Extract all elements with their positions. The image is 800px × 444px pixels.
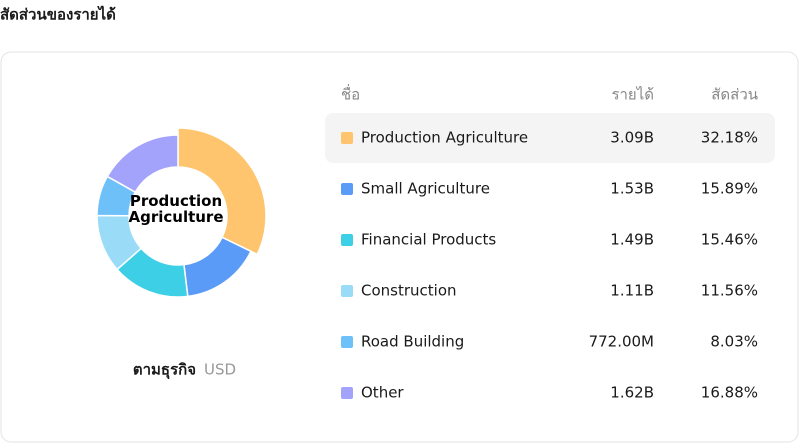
row-revenue: 1.53B [610, 180, 654, 198]
row-revenue: 772.00M [589, 333, 654, 351]
row-name[interactable]: Other [361, 384, 404, 402]
legend-swatch [341, 285, 353, 297]
unit: USD [204, 361, 236, 379]
legend-swatch [341, 132, 353, 144]
row-name[interactable]: Production Agriculture [361, 129, 528, 147]
row-name[interactable]: Road Building [361, 333, 464, 351]
row-name[interactable]: Construction [361, 282, 457, 300]
row-share: 15.46% [701, 231, 758, 249]
column-header: รายได้ [611, 86, 654, 104]
row-share: 16.88% [701, 384, 758, 402]
row-name[interactable]: Financial Products [361, 231, 496, 249]
caption: ตามธุรกิจ [133, 361, 196, 380]
donut-segment[interactable] [106, 134, 179, 194]
legend-swatch [341, 387, 353, 399]
column-header: ชื่อ [341, 84, 360, 104]
row-revenue: 1.49B [610, 231, 654, 249]
legend-swatch [341, 183, 353, 195]
row-revenue: 1.62B [610, 384, 654, 402]
row-highlight [325, 113, 775, 163]
donut-segment[interactable] [177, 127, 267, 256]
row-share: 8.03% [710, 333, 758, 351]
column-header: สัดส่วน [711, 86, 758, 104]
row-name[interactable]: Small Agriculture [361, 180, 490, 198]
page-title: สัดส่วนของรายได้ [0, 5, 116, 24]
row-share: 15.89% [701, 180, 758, 198]
row-share: 32.18% [701, 129, 758, 147]
row-revenue: 1.11B [610, 282, 654, 300]
legend-swatch [341, 336, 353, 348]
center-label: Production Agriculture [128, 192, 224, 226]
row-share: 11.56% [701, 282, 758, 300]
legend-swatch [341, 234, 353, 246]
row-revenue: 3.09B [610, 129, 654, 147]
